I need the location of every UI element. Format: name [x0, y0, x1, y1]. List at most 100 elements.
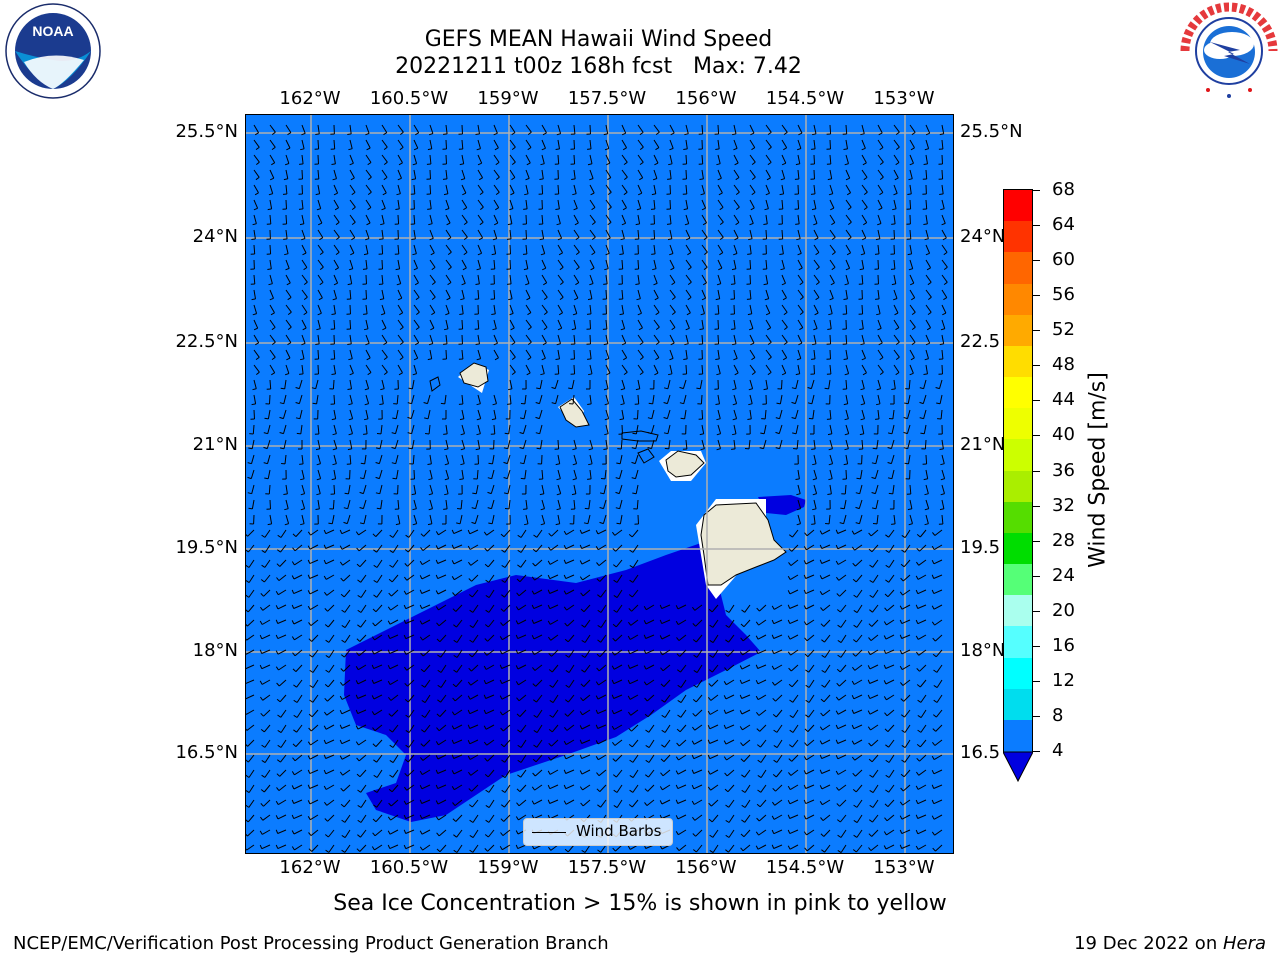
wind-barb	[909, 304, 916, 313]
wind-barb-flag	[391, 462, 396, 465]
wind-barb-flag	[931, 574, 935, 579]
wind-barb	[493, 424, 496, 435]
wind-barb	[859, 484, 863, 494]
wind-barb	[376, 544, 383, 553]
wind-barb	[278, 574, 287, 581]
wind-barb	[925, 154, 928, 164]
wind-barb-flag	[932, 714, 937, 718]
wind-barb-flag	[435, 800, 439, 805]
wind-barb	[524, 469, 527, 479]
wind-barb	[261, 844, 271, 850]
wind-barb	[301, 319, 307, 329]
wind-barb	[661, 619, 671, 625]
wind-barb	[861, 274, 864, 285]
wind-barb	[332, 379, 335, 390]
wind-barb-flag	[807, 387, 812, 390]
wind-barb-flag	[916, 668, 920, 672]
wind-barb-flag	[286, 282, 291, 286]
wind-barb	[565, 799, 575, 805]
wind-barb	[933, 604, 943, 610]
wind-barb	[470, 559, 479, 566]
wind-barb	[621, 319, 626, 329]
wind-barb	[360, 814, 367, 823]
wind-barb	[613, 679, 623, 685]
wind-barb	[822, 709, 831, 717]
wind-barb-flag	[427, 358, 432, 361]
wind-barb-flag	[796, 148, 802, 151]
wind-barb	[709, 754, 719, 760]
wind-barb	[917, 829, 927, 835]
wind-barb-flag	[565, 669, 570, 674]
wind-barb-flag	[837, 834, 842, 838]
wind-barb	[614, 529, 623, 536]
wind-barb-flag	[453, 849, 458, 853]
wind-barb	[760, 784, 767, 793]
wind-barb-flag	[303, 296, 308, 301]
wind-barb-flag	[276, 773, 281, 777]
wind-barb	[328, 634, 335, 643]
wind-barb	[565, 769, 575, 774]
wind-barb	[477, 439, 481, 449]
wind-barb-flag	[389, 549, 394, 554]
wind-barb	[406, 784, 415, 791]
wind-barb-flag	[515, 681, 519, 686]
wind-barb-flag	[659, 619, 663, 624]
wind-barb-flag	[700, 448, 705, 451]
wind-barb	[749, 319, 754, 329]
wind-barb-flag	[387, 634, 391, 639]
wind-barb-flag	[715, 358, 720, 360]
wind-barb	[664, 739, 671, 748]
wind-barb-flag	[606, 162, 611, 166]
wind-barb-flag	[723, 724, 727, 729]
wind-barb-flag	[443, 343, 448, 345]
wind-barb-flag	[734, 237, 739, 241]
wind-barb	[805, 784, 815, 789]
wind-barb	[877, 124, 883, 134]
wind-barb	[253, 289, 256, 299]
wind-barb	[267, 409, 271, 419]
wind-barb-flag	[339, 709, 343, 715]
wind-barb-flag	[611, 531, 616, 536]
wind-barb-flag	[595, 681, 599, 686]
wind-barb-flag	[803, 784, 807, 789]
wind-barb-flag	[780, 268, 785, 271]
wind-barb	[797, 199, 800, 210]
colorbar-tick-mark	[1033, 610, 1040, 612]
wind-barb	[621, 304, 624, 314]
wind-barb	[412, 454, 415, 465]
wind-barb-flag	[915, 589, 919, 594]
wind-barb	[877, 184, 884, 193]
wind-barb	[424, 709, 431, 718]
wind-barb	[909, 124, 916, 133]
wind-barb	[413, 319, 420, 328]
wind-barb	[525, 289, 531, 299]
wind-barb	[669, 274, 676, 283]
wind-barb	[808, 709, 815, 718]
wind-barb	[616, 799, 623, 808]
wind-barb	[520, 724, 527, 733]
wind-barb	[264, 769, 271, 778]
wind-barb-flag	[851, 680, 855, 685]
wind-barb	[869, 694, 879, 700]
wind-barb	[460, 499, 463, 510]
wind-barb-flag	[501, 789, 506, 793]
wind-barb	[733, 394, 738, 404]
wind-barb	[405, 799, 415, 805]
wind-barb	[589, 229, 596, 238]
wind-barb	[712, 664, 719, 673]
wind-barb	[733, 139, 738, 149]
wind-barb-flag	[675, 784, 679, 789]
wind-barb	[877, 139, 884, 148]
wind-barb-flag	[292, 668, 297, 672]
wind-barb-flag	[419, 846, 424, 851]
wind-barb	[261, 634, 271, 640]
wind-barb	[333, 169, 337, 179]
wind-barb-flag	[716, 448, 721, 451]
wind-barb-flag	[419, 636, 424, 641]
wind-barb	[774, 799, 783, 806]
wind-barb	[517, 649, 527, 654]
wind-barb	[427, 394, 431, 404]
wind-barb	[429, 349, 433, 359]
wind-barb	[429, 304, 436, 313]
wind-barb-flag	[661, 699, 665, 703]
